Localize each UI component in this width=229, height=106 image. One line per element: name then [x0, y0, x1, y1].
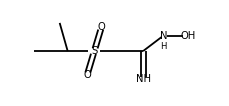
Text: O: O: [98, 22, 105, 32]
Text: OH: OH: [181, 31, 196, 41]
Text: NH: NH: [136, 74, 151, 84]
Text: N: N: [160, 31, 167, 41]
Text: O: O: [83, 70, 91, 80]
Text: H: H: [160, 42, 167, 51]
Text: S: S: [91, 46, 97, 56]
